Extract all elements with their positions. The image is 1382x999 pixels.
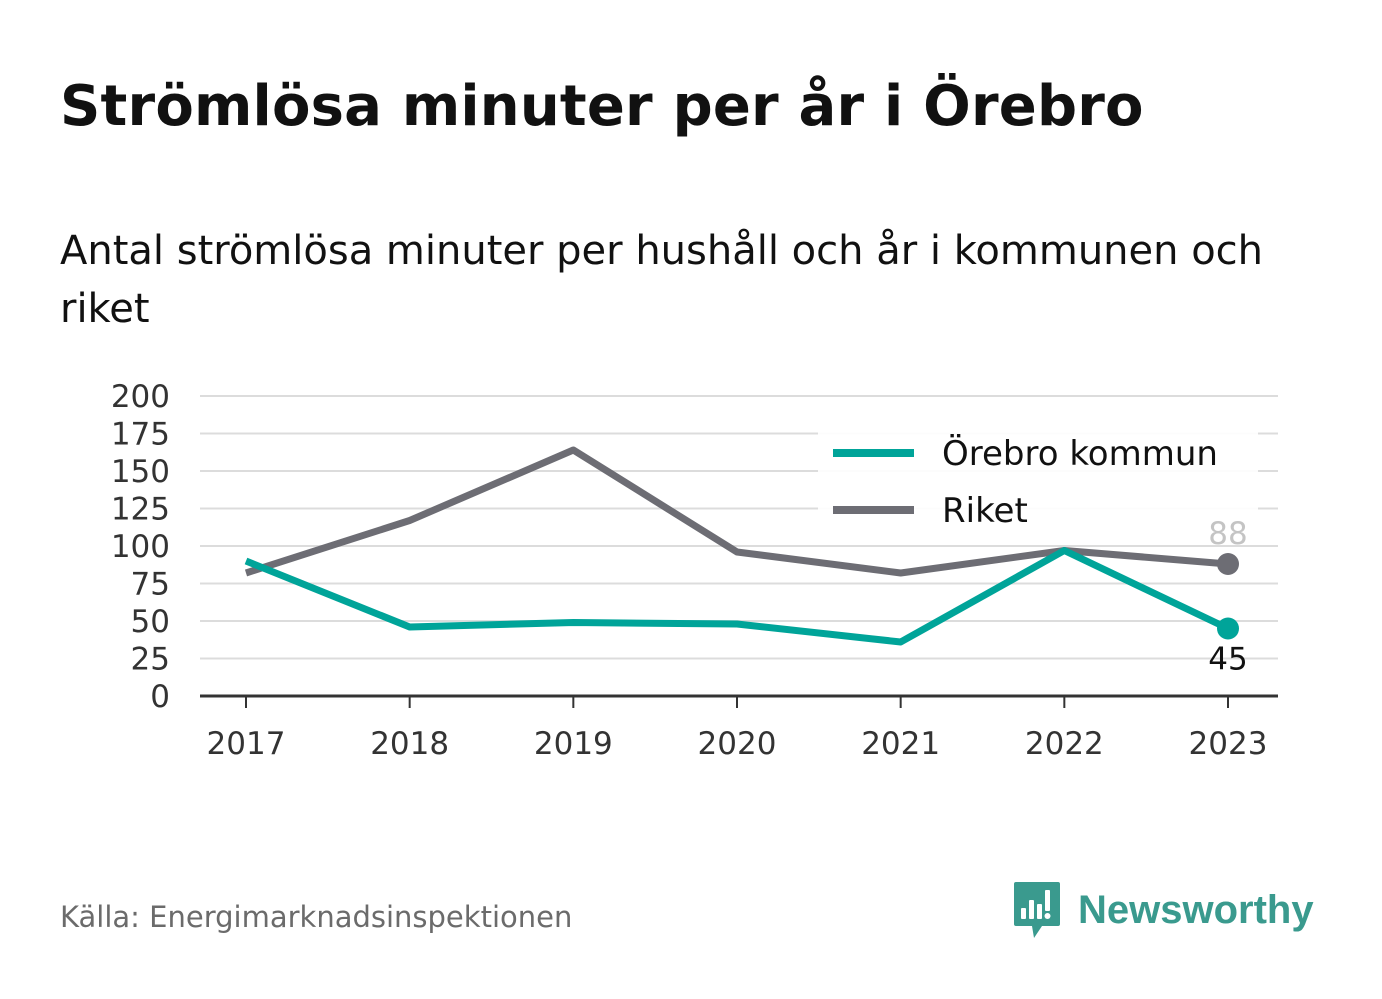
end-point [1217, 553, 1239, 575]
x-tick-label: 2017 [207, 726, 286, 762]
y-tick-label: 0 [150, 679, 170, 715]
y-tick-label: 100 [111, 529, 170, 565]
y-tick-label: 175 [111, 417, 170, 453]
x-axis: 2017 2018 2019 2020 2021 2022 2023 [200, 694, 1278, 762]
y-tick-label: 200 [111, 379, 170, 415]
end-point [1217, 617, 1239, 640]
series-lines [244, 446, 1239, 646]
source-note: Källa: Energimarknadsinspektionen [60, 900, 573, 934]
x-tick-label: 2018 [370, 726, 449, 762]
y-tick-label: 75 [131, 567, 170, 603]
x-tick-label: 2023 [1189, 726, 1268, 762]
series-line [244, 547, 1230, 646]
legend-background [818, 424, 1258, 544]
y-tick-label: 150 [111, 454, 170, 490]
chart-title: Strömlösa minuter per år i Örebro [60, 74, 1144, 139]
y-tick-label: 125 [111, 492, 170, 528]
brand-name: Newsworthy [1078, 887, 1314, 932]
legend-label: Örebro kommun [942, 433, 1218, 474]
legend-label: Riket [942, 491, 1028, 531]
x-tick-label: 2019 [534, 726, 613, 762]
end-value-label: 88 [1208, 516, 1247, 552]
newsworthy-logo-icon [1014, 882, 1060, 938]
end-labels: 88 45 [1208, 516, 1247, 678]
y-tick-label: 50 [131, 604, 170, 640]
end-value-label: 45 [1208, 642, 1247, 678]
x-tick-label: 2020 [698, 726, 777, 762]
y-tick-label: 25 [131, 642, 170, 678]
brand-logo: Newsworthy [1012, 878, 1314, 942]
x-tick-label: 2021 [861, 726, 940, 762]
legend: Örebro kommun Riket [818, 424, 1258, 544]
chart-subtitle: Antal strömlösa minuter per hushåll och … [60, 228, 1264, 332]
x-tick-label: 2022 [1025, 726, 1104, 762]
